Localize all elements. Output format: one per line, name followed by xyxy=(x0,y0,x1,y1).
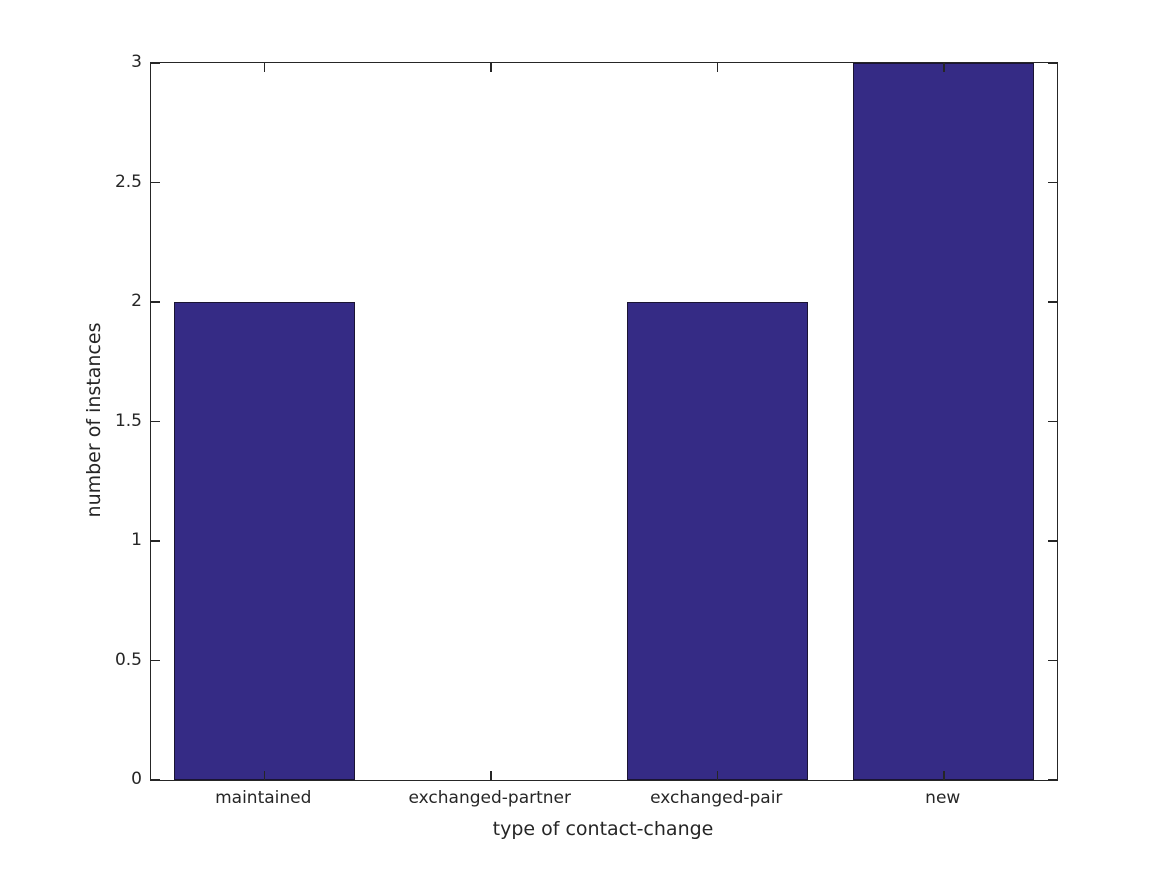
x-tick-label-new: new xyxy=(925,788,961,808)
y-tick-left xyxy=(151,540,160,542)
y-tick-label: 0.5 xyxy=(114,649,142,670)
y-tick-label: 1.5 xyxy=(114,410,142,431)
y-tick-right xyxy=(1048,540,1057,542)
y-tick-label: 3 xyxy=(131,52,142,72)
x-tick-label-exchanged-pair: exchanged-pair xyxy=(650,788,783,808)
y-tick-left xyxy=(151,420,160,423)
y-tick-label: 2.5 xyxy=(114,171,142,192)
x-tick-bottom xyxy=(263,771,265,780)
x-tick-top xyxy=(943,63,945,72)
y-tick-label: 0 xyxy=(131,769,142,789)
bar-maintained xyxy=(173,302,355,780)
x-tick-bottom xyxy=(716,771,718,780)
x-tick-top xyxy=(716,63,718,72)
x-tick-bottom xyxy=(490,771,492,780)
y-tick-left xyxy=(151,62,160,64)
y-tick-right xyxy=(1048,181,1057,184)
bar-new xyxy=(853,63,1035,780)
y-tick-label: 2 xyxy=(131,291,142,311)
x-tick-top xyxy=(263,63,265,72)
y-tick-label: 1 xyxy=(131,530,142,550)
x-tick-bottom xyxy=(943,771,945,780)
x-tick-label-maintained: maintained xyxy=(215,788,312,808)
y-tick-right xyxy=(1048,659,1057,662)
y-tick-right xyxy=(1048,420,1057,423)
y-tick-right xyxy=(1048,779,1057,781)
x-tick-label-exchanged-partner: exchanged-partner xyxy=(408,788,572,808)
y-tick-left xyxy=(151,301,160,303)
y-tick-left xyxy=(151,659,160,662)
y-tick-right xyxy=(1048,62,1057,64)
y-tick-left xyxy=(151,779,160,781)
x-axis-label: type of contact-change xyxy=(492,818,714,840)
x-tick-top xyxy=(490,63,492,72)
y-tick-right xyxy=(1048,301,1057,303)
y-axis-label: number of instances xyxy=(83,322,105,518)
bar-exchanged-pair xyxy=(626,302,808,780)
y-tick-left xyxy=(151,181,160,184)
plot-area xyxy=(150,62,1058,781)
